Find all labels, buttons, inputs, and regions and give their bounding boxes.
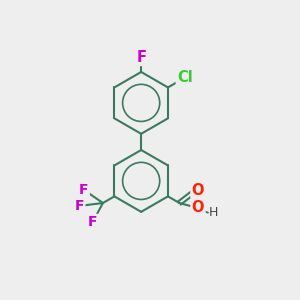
Text: H: H [208,206,218,219]
Text: O: O [192,200,204,215]
Text: Cl: Cl [177,70,193,86]
Text: O: O [192,182,204,197]
Text: F: F [79,183,88,197]
Text: F: F [88,215,98,229]
Text: F: F [136,50,146,65]
Text: F: F [75,199,84,213]
